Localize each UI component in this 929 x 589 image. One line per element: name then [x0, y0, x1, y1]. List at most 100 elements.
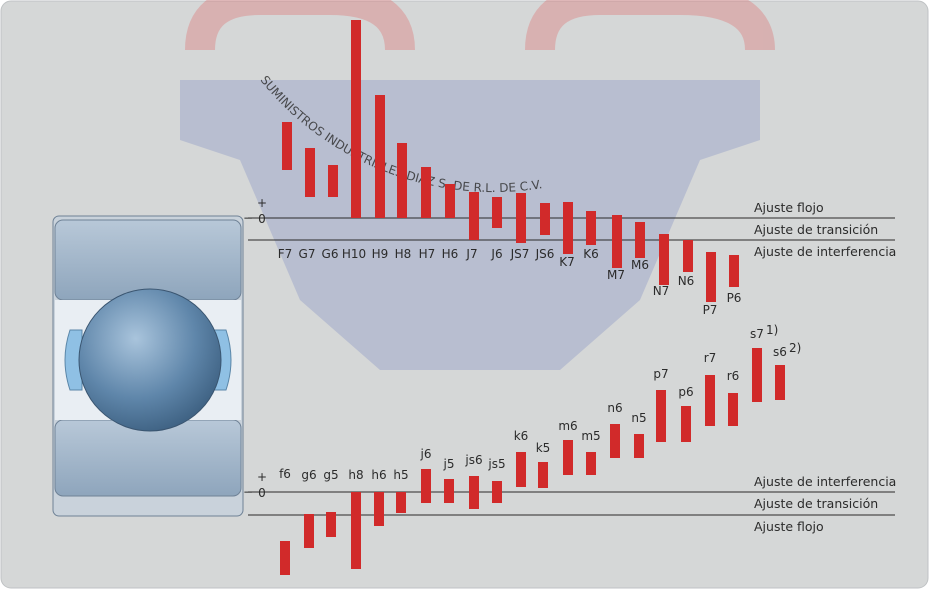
tolerance-label: k6 — [514, 429, 529, 443]
tolerance-label: r6 — [727, 369, 740, 383]
tolerance-bar — [752, 348, 762, 402]
tolerance-bar — [492, 197, 502, 228]
tolerance-bar — [729, 255, 739, 287]
tolerance-label: p7 — [653, 367, 668, 381]
tolerance-label: K7 — [559, 255, 575, 269]
tolerance-bar — [492, 481, 502, 503]
tolerance-bar — [280, 541, 290, 575]
tolerance-label: N6 — [678, 274, 695, 288]
tolerance-label: N7 — [653, 284, 670, 298]
tolerance-label: g6 — [301, 468, 316, 482]
tolerance-label: f6 — [279, 467, 291, 481]
tolerance-bar — [610, 424, 620, 458]
tolerance-bar — [705, 375, 715, 426]
tolerance-label: H6 — [442, 247, 459, 261]
tolerance-bar — [328, 165, 338, 197]
tolerance-bar — [706, 252, 716, 302]
plus-mark: + — [257, 470, 267, 484]
tolerance-label: p6 — [678, 385, 693, 399]
tolerance-bar — [304, 514, 314, 548]
tolerance-bar — [563, 202, 573, 254]
tolerance-label: js5 — [487, 457, 505, 471]
tolerance-bar — [563, 440, 573, 475]
fit-label: Ajuste flojo — [754, 519, 824, 534]
tolerance-bar — [351, 492, 361, 569]
tolerance-bar — [326, 512, 336, 537]
tolerance-bar — [375, 95, 385, 218]
tolerance-label: s6 — [773, 345, 787, 359]
tolerance-label: K6 — [583, 247, 599, 261]
tolerance-label: n5 — [631, 411, 646, 425]
tolerance-bar — [396, 492, 406, 513]
tolerance-bar — [374, 492, 384, 526]
tolerance-label: h8 — [348, 468, 363, 482]
tolerance-label: JS7 — [510, 247, 530, 261]
fit-label: Ajuste de transición — [754, 222, 878, 237]
tolerance-label: j5 — [443, 457, 455, 471]
tolerance-label: n6 — [607, 401, 622, 415]
tolerance-label: H9 — [372, 247, 389, 261]
tolerance-bar — [282, 122, 292, 170]
tolerance-bar — [586, 211, 596, 245]
tolerance-bar — [469, 192, 479, 240]
footnote-mark: 1) — [766, 323, 778, 337]
tolerance-label: JS6 — [535, 247, 555, 261]
zero-mark: 0 — [258, 212, 266, 226]
tolerance-label: k5 — [536, 441, 551, 455]
fit-label: Ajuste de transición — [754, 496, 878, 511]
tolerance-bar — [586, 452, 596, 475]
tolerance-label: h6 — [371, 468, 386, 482]
tolerance-label: G6 — [322, 247, 339, 261]
tolerance-bar — [351, 20, 361, 218]
tolerance-bar — [445, 184, 455, 218]
tolerance-label: m6 — [558, 419, 577, 433]
tolerance-bar — [469, 476, 479, 509]
minus-mark: − — [243, 485, 253, 499]
tolerance-label: M6 — [631, 258, 649, 272]
tolerance-bar — [612, 215, 622, 268]
bearing-illustration — [52, 215, 244, 517]
tolerance-label: m5 — [581, 429, 600, 443]
zero-mark: 0 — [258, 486, 266, 500]
tolerance-bar — [444, 479, 454, 503]
tolerance-bar — [305, 148, 315, 197]
tolerance-label: g5 — [323, 468, 338, 482]
tolerance-bar — [634, 434, 644, 458]
tolerance-label: J7 — [465, 247, 477, 261]
tolerance-bar — [659, 234, 669, 285]
tolerance-bar — [516, 193, 526, 243]
tolerance-label: P7 — [703, 303, 718, 317]
tolerance-bar — [538, 462, 548, 488]
tolerance-bar — [635, 222, 645, 258]
tolerance-label: j6 — [420, 447, 432, 461]
fit-label: Ajuste flojo — [754, 200, 824, 215]
tolerance-bar — [656, 390, 666, 442]
tolerance-bar — [397, 143, 407, 218]
tolerance-label: s7 — [750, 327, 764, 341]
tolerance-label: r7 — [704, 351, 717, 365]
tolerance-label: P6 — [727, 291, 742, 305]
tolerance-bar — [421, 167, 431, 218]
tolerance-bar — [540, 203, 550, 235]
tolerance-bar — [775, 365, 785, 400]
tolerance-label: M7 — [607, 268, 625, 282]
tolerance-label: H7 — [419, 247, 436, 261]
tolerance-label: G7 — [299, 247, 316, 261]
tolerance-bar — [421, 469, 431, 503]
tolerance-label: J6 — [490, 247, 502, 261]
tolerance-label: js6 — [464, 453, 482, 467]
tolerance-bar — [728, 393, 738, 426]
fit-label: Ajuste de interferencia — [754, 474, 896, 489]
fit-label: Ajuste de interferencia — [754, 244, 896, 259]
tolerance-bar — [516, 452, 526, 487]
plus-mark: + — [257, 196, 267, 210]
tolerance-label: F7 — [278, 247, 293, 261]
tolerance-label: H8 — [395, 247, 412, 261]
tolerance-label: H10 — [342, 247, 366, 261]
tolerance-bar — [681, 406, 691, 442]
minus-mark: − — [243, 211, 253, 225]
footnote-mark: 2) — [789, 341, 801, 355]
tolerance-bar — [683, 240, 693, 272]
tolerance-label: h5 — [393, 468, 408, 482]
